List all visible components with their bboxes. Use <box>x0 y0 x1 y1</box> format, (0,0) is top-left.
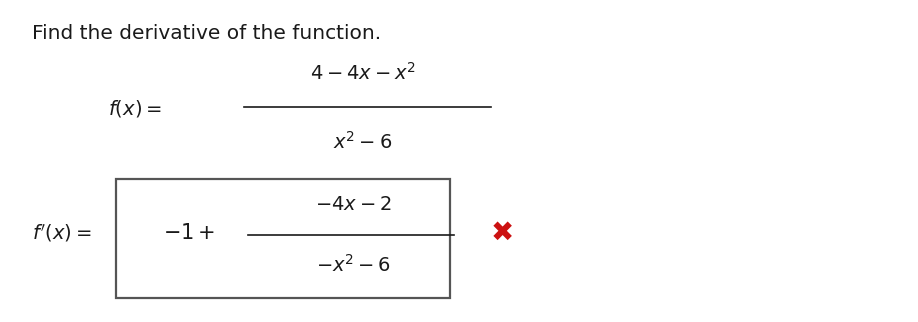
Text: $x^2 - 6$: $x^2 - 6$ <box>333 131 393 153</box>
Text: Find the derivative of the function.: Find the derivative of the function. <box>31 24 381 43</box>
Text: $-4x - 2$: $-4x - 2$ <box>316 194 392 213</box>
Text: $f'(x) =$: $f'(x) =$ <box>31 222 91 244</box>
Text: $-1+$: $-1+$ <box>162 223 215 243</box>
Text: $f(x) =$: $f(x) =$ <box>107 98 162 119</box>
Text: ✖: ✖ <box>491 219 514 247</box>
Text: $4 - 4x - x^2$: $4 - 4x - x^2$ <box>310 62 416 84</box>
Text: $-x^2 - 6$: $-x^2 - 6$ <box>316 254 391 276</box>
